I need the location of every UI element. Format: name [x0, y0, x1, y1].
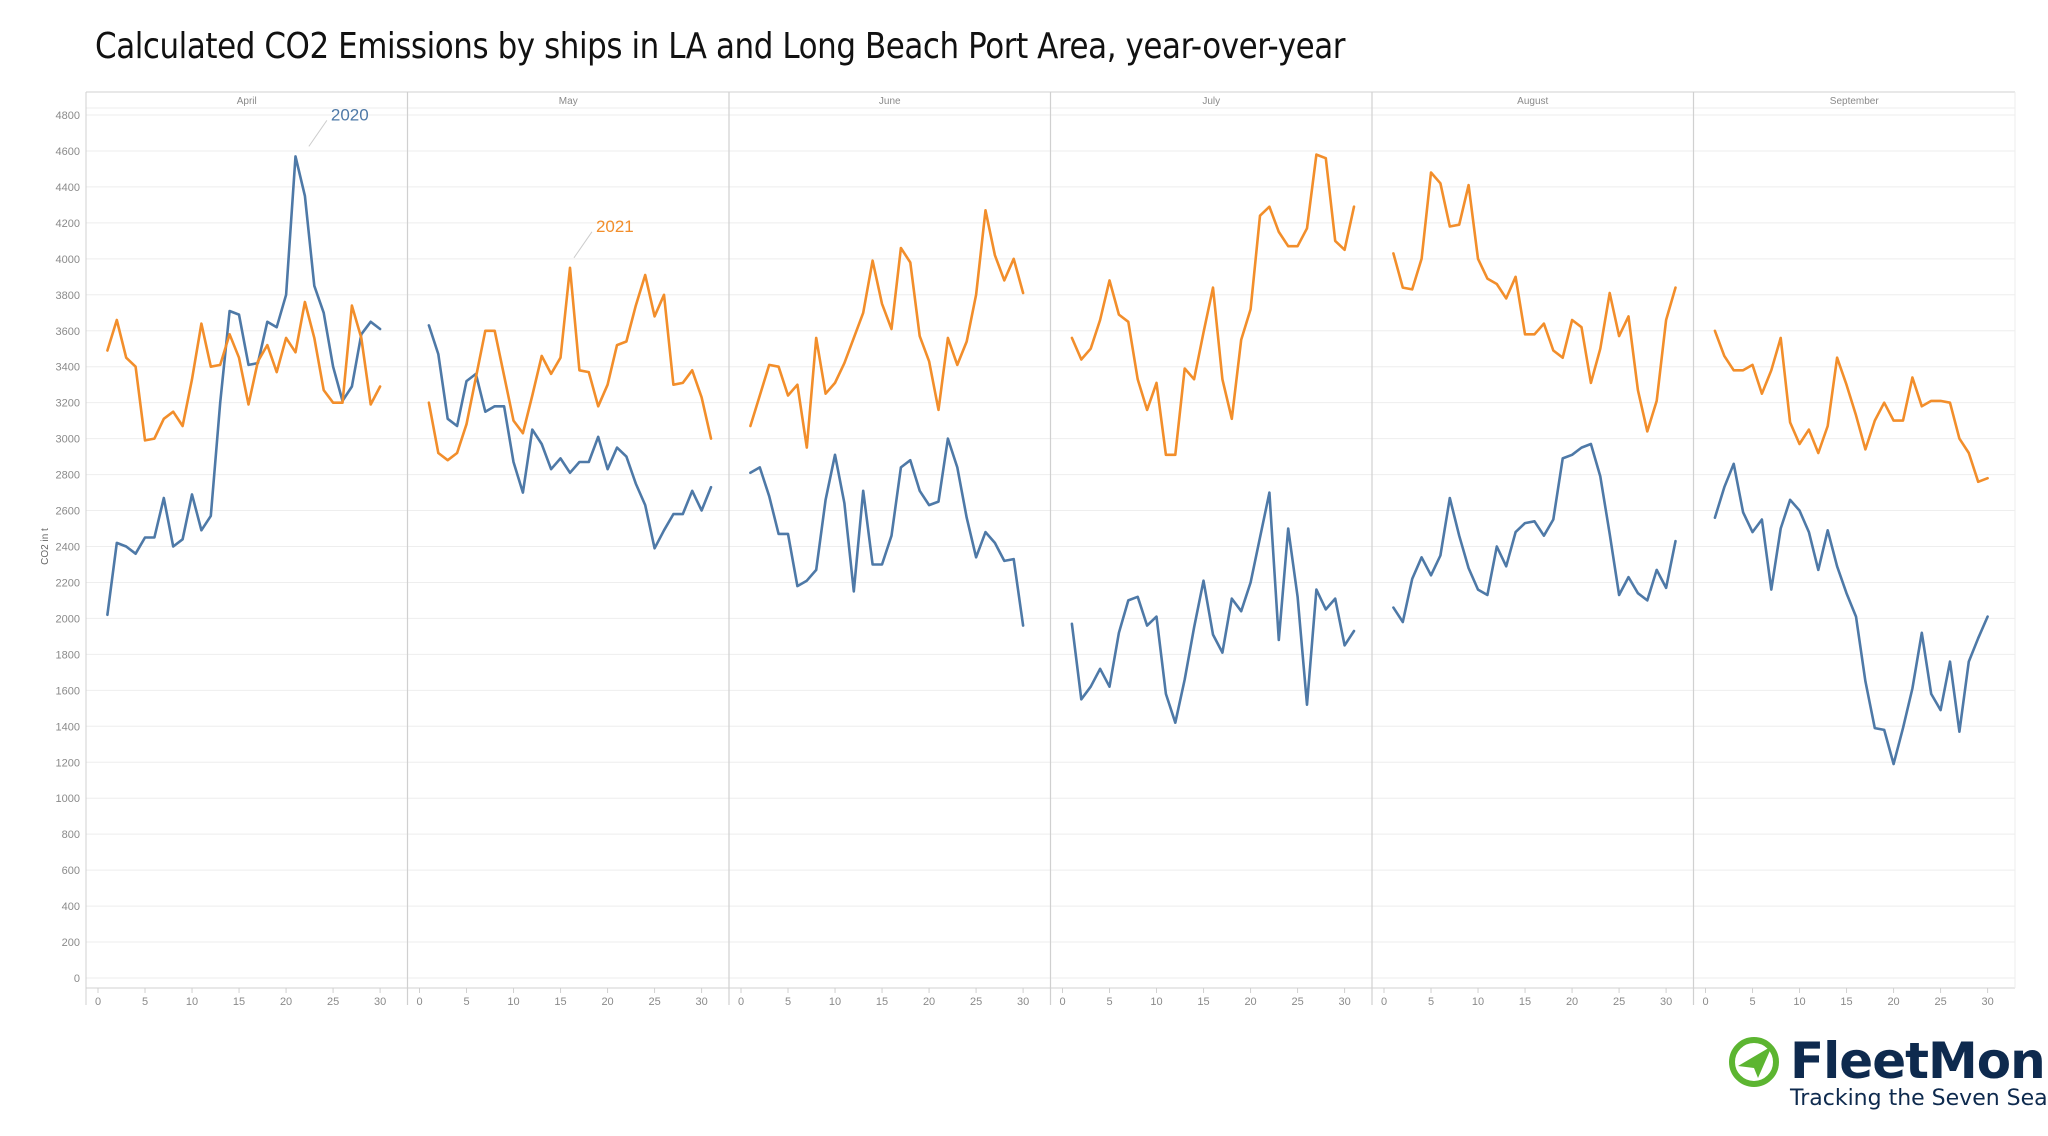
y-tick-label: 0 — [74, 973, 80, 985]
y-axis-label: CO2 in t — [40, 528, 51, 565]
y-tick-label: 2800 — [56, 470, 80, 482]
y-tick-label: 1200 — [56, 757, 80, 769]
panel-header-august: August — [1517, 96, 1548, 107]
x-tick-label: 20 — [923, 996, 935, 1008]
x-tick-label: 10 — [507, 996, 519, 1008]
series-line-2020-april — [106, 155, 382, 617]
series-line-2020-july — [1070, 491, 1356, 725]
y-tick-label: 3400 — [56, 362, 80, 374]
y-tick-label: 1800 — [56, 649, 80, 661]
x-tick-label: 0 — [1702, 996, 1708, 1008]
panel-header-may: May — [559, 96, 578, 107]
x-tick-label: 5 — [1428, 996, 1434, 1008]
x-tick-label: 30 — [1981, 996, 1993, 1008]
x-tick-label: 15 — [1840, 996, 1852, 1008]
panel-header-april: April — [237, 96, 257, 107]
x-tick-label: 20 — [280, 996, 292, 1008]
x-tick-label: 30 — [1660, 996, 1672, 1008]
y-tick-label: 4800 — [56, 110, 80, 122]
y-tick-label: 2000 — [56, 613, 80, 625]
y-tick-label: 400 — [62, 901, 80, 913]
x-tick-label: 25 — [1934, 996, 1946, 1008]
series-line-2020-may — [427, 324, 713, 550]
y-tick-label: 200 — [62, 937, 80, 949]
y-tick-label: 3800 — [56, 290, 80, 302]
x-tick-label: 5 — [463, 996, 469, 1008]
y-tick-label: 1400 — [56, 721, 80, 733]
panel-header-september: September — [1830, 96, 1880, 107]
x-tick-label: 15 — [1197, 996, 1209, 1008]
series-line-2021-september — [1713, 329, 1989, 484]
x-tick-label: 5 — [785, 996, 791, 1008]
y-tick-label: 3200 — [56, 398, 80, 410]
y-tick-label: 3000 — [56, 434, 80, 446]
series-label-2021: 2021 — [596, 217, 634, 236]
series-line-2021-august — [1392, 171, 1677, 433]
x-tick-label: 30 — [695, 996, 707, 1008]
x-tick-label: 25 — [1613, 996, 1625, 1008]
y-tick-label: 4200 — [56, 218, 80, 230]
series-line-2021-june — [749, 209, 1025, 449]
panel-header-july: July — [1202, 96, 1220, 107]
y-tick-label: 2600 — [56, 506, 80, 518]
x-tick-label: 5 — [1106, 996, 1112, 1008]
y-tick-label: 4600 — [56, 146, 80, 158]
x-tick-label: 5 — [142, 996, 148, 1008]
series-label-leader — [308, 120, 328, 147]
series-line-2021-july — [1070, 153, 1356, 457]
y-tick-label: 2400 — [56, 542, 80, 554]
x-tick-label: 10 — [1150, 996, 1162, 1008]
x-tick-label: 5 — [1749, 996, 1755, 1008]
x-tick-label: 15 — [1519, 996, 1531, 1008]
x-tick-label: 15 — [554, 996, 566, 1008]
series-line-2021-april — [106, 300, 382, 442]
series-label-leader — [573, 231, 593, 259]
x-tick-label: 25 — [648, 996, 660, 1008]
x-tick-label: 30 — [1338, 996, 1350, 1008]
chart-title: Calculated CO2 Emissions by ships in LA … — [95, 26, 1346, 67]
series-line-2020-september — [1713, 462, 1989, 766]
x-tick-label: 10 — [829, 996, 841, 1008]
series-label-2020: 2020 — [331, 105, 369, 124]
series-line-2020-august — [1392, 442, 1677, 624]
fleetmon-logo: FleetMon Tracking the Seven Seas — [1728, 1028, 2048, 1118]
x-tick-label: 20 — [1887, 996, 1899, 1008]
x-tick-label: 10 — [1472, 996, 1484, 1008]
x-tick-label: 0 — [738, 996, 744, 1008]
x-tick-label: 25 — [970, 996, 982, 1008]
y-tick-label: 2200 — [56, 577, 80, 589]
logo-name: FleetMon — [1790, 1032, 2046, 1090]
logo-tagline: Tracking the Seven Seas — [1790, 1086, 2048, 1111]
x-tick-label: 10 — [186, 996, 198, 1008]
x-tick-label: 15 — [876, 996, 888, 1008]
y-tick-label: 4000 — [56, 254, 80, 266]
x-tick-label: 20 — [1244, 996, 1256, 1008]
x-tick-label: 25 — [327, 996, 339, 1008]
x-tick-label: 25 — [1291, 996, 1303, 1008]
line-chart: 0200400600800100012001400160018002000220… — [40, 91, 2016, 1008]
x-tick-label: 30 — [374, 996, 386, 1008]
y-tick-label: 3600 — [56, 326, 80, 338]
x-tick-label: 20 — [1566, 996, 1578, 1008]
x-tick-label: 30 — [1017, 996, 1029, 1008]
x-tick-label: 0 — [1381, 996, 1387, 1008]
x-tick-label: 0 — [1059, 996, 1065, 1008]
y-tick-label: 600 — [62, 865, 80, 877]
x-tick-label: 10 — [1793, 996, 1805, 1008]
series-line-2021-may — [427, 266, 713, 462]
compass-arrow-icon — [1729, 1037, 1779, 1087]
x-tick-label: 0 — [95, 996, 101, 1008]
panel-header-june: June — [879, 96, 901, 107]
y-tick-label: 1600 — [56, 685, 80, 697]
x-tick-label: 15 — [233, 996, 245, 1008]
series-line-2020-june — [749, 437, 1025, 627]
y-tick-label: 800 — [62, 829, 80, 841]
x-tick-label: 0 — [416, 996, 422, 1008]
x-tick-label: 20 — [601, 996, 613, 1008]
y-tick-label: 4400 — [56, 182, 80, 194]
y-tick-label: 1000 — [56, 793, 80, 805]
